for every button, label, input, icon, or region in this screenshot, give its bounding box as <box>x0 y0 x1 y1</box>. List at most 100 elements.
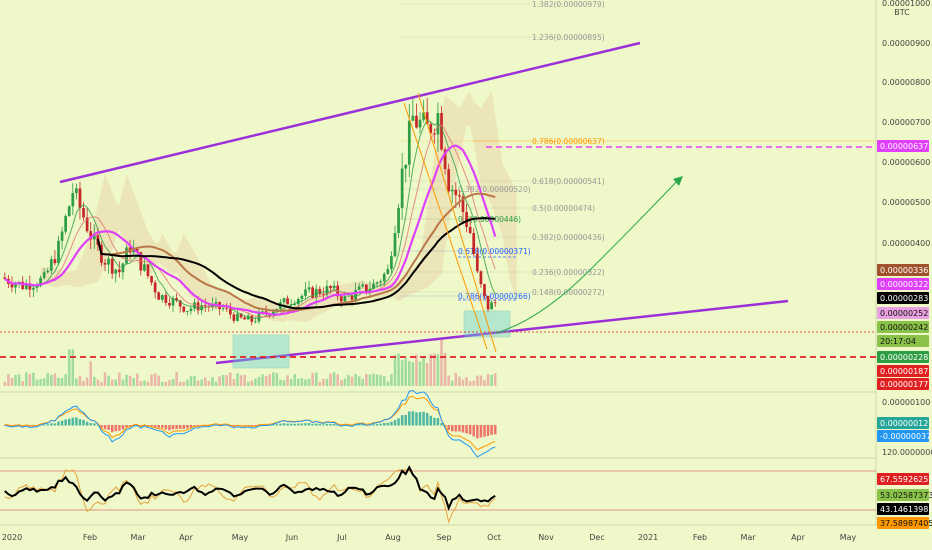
volume-bar <box>146 381 150 386</box>
candle-body <box>110 258 114 274</box>
candle-body <box>318 288 322 295</box>
volume-bar <box>293 374 296 386</box>
price-badge: 0.00000252 <box>880 309 928 318</box>
volume-bar <box>96 379 100 386</box>
macd-histogram-bar <box>297 423 300 426</box>
macd-histogram-bar <box>57 421 60 426</box>
candle-body <box>271 311 275 316</box>
candle-body <box>225 308 229 310</box>
volume-bar <box>472 380 475 386</box>
volume-bar <box>415 354 418 386</box>
volume-bar <box>164 381 168 386</box>
candle-body <box>168 302 171 306</box>
candle-body <box>486 295 490 310</box>
macd-badge-bg <box>877 417 929 429</box>
ma-fast-line <box>4 119 496 319</box>
candle-body <box>14 283 17 288</box>
macd-histogram-bar <box>483 425 486 437</box>
volume-bar <box>3 381 7 386</box>
candle-body <box>24 283 28 289</box>
candle-body <box>228 308 232 315</box>
macd-histogram-bar <box>418 412 422 426</box>
macd-histogram-bar <box>468 425 472 435</box>
candle-body <box>243 317 246 320</box>
price-badge: 0.00000322 <box>880 280 928 289</box>
macd-histogram-bar <box>100 425 103 428</box>
macd-histogram-bar <box>60 420 64 426</box>
fib-label: 0.786(0.00000637) <box>532 137 605 146</box>
macd-histogram-bar <box>178 425 182 429</box>
macd-histogram-bar <box>322 424 325 426</box>
time-tick-label: 2020 <box>2 533 22 542</box>
macd-histogram-bar <box>250 425 254 427</box>
candle-body <box>85 217 89 232</box>
candle-body <box>429 124 433 134</box>
volume-bar <box>225 375 228 386</box>
volume-bar <box>211 377 214 386</box>
price-tick-label: 0.00001000 <box>882 0 930 8</box>
volume-bar <box>60 378 64 386</box>
rsi-badge: 37.58987405 <box>880 519 932 528</box>
price-tick-label: 0.00000900 <box>882 39 930 48</box>
macd-tick-label: 120.00000000 <box>882 448 932 457</box>
volume-bar <box>418 361 422 386</box>
drawings <box>0 41 876 369</box>
volume-bar <box>204 377 207 386</box>
macd-histogram-bar <box>375 424 379 426</box>
candle-body <box>21 281 25 289</box>
price-badge-bg <box>877 335 929 347</box>
candle-body <box>67 206 71 217</box>
volume-bar <box>336 374 339 386</box>
time-tick-label: May <box>840 533 857 542</box>
candle-body <box>114 269 118 274</box>
candle-body <box>364 284 368 292</box>
candle-body <box>468 226 472 234</box>
macd-histogram-bar <box>293 423 296 426</box>
volume-bar <box>347 374 350 386</box>
candle-body <box>107 258 110 265</box>
volume-bar <box>361 379 365 386</box>
candle-body <box>483 284 486 296</box>
macd-histogram-bar <box>390 421 393 426</box>
volume-bar <box>397 353 400 386</box>
candle-body <box>135 248 139 253</box>
macd-badge: 0.00000012 <box>880 419 928 428</box>
macd-histogram-bar <box>458 425 461 432</box>
candle-body <box>232 314 236 321</box>
macd-histogram-bar <box>422 411 425 426</box>
projection-path <box>495 177 681 334</box>
volume-bar <box>411 362 415 386</box>
volume-bar <box>261 374 264 386</box>
wedge-lower <box>403 102 488 350</box>
macd-histogram-bar <box>479 425 483 438</box>
volume-bar <box>468 381 472 386</box>
macd-histogram-bar <box>433 417 436 426</box>
volume-bar <box>340 379 343 386</box>
candle-body <box>286 298 289 305</box>
candle-body <box>354 289 357 300</box>
fib-label: 0.5(0.00000474) <box>532 204 595 213</box>
candle-body <box>443 149 447 170</box>
time-tick-label: Mar <box>740 533 756 542</box>
candle-body <box>293 304 297 306</box>
candle-body <box>146 264 150 277</box>
candle-body <box>343 296 347 302</box>
macd-histogram-bar <box>125 425 128 428</box>
volume-bar <box>232 378 236 386</box>
candle-body <box>375 282 379 284</box>
volume-bar <box>28 374 32 386</box>
price-badge-bg <box>877 351 929 363</box>
volume-bar <box>118 372 121 386</box>
macd-histogram-bar <box>272 424 275 426</box>
candle-body <box>178 300 182 307</box>
macd-histogram-bar <box>7 425 10 427</box>
candle-body <box>397 207 400 234</box>
time-tick-label: Aug <box>385 533 401 542</box>
fib-label: 0.382(0.00000436) <box>532 233 605 242</box>
candle-body <box>64 216 68 232</box>
macd-histogram-bar <box>357 424 361 426</box>
macd-histogram-bar <box>307 423 311 426</box>
rsi-badge: 67.55926251 <box>880 475 932 484</box>
volume-bar <box>422 356 425 386</box>
volume-bar <box>451 380 454 386</box>
